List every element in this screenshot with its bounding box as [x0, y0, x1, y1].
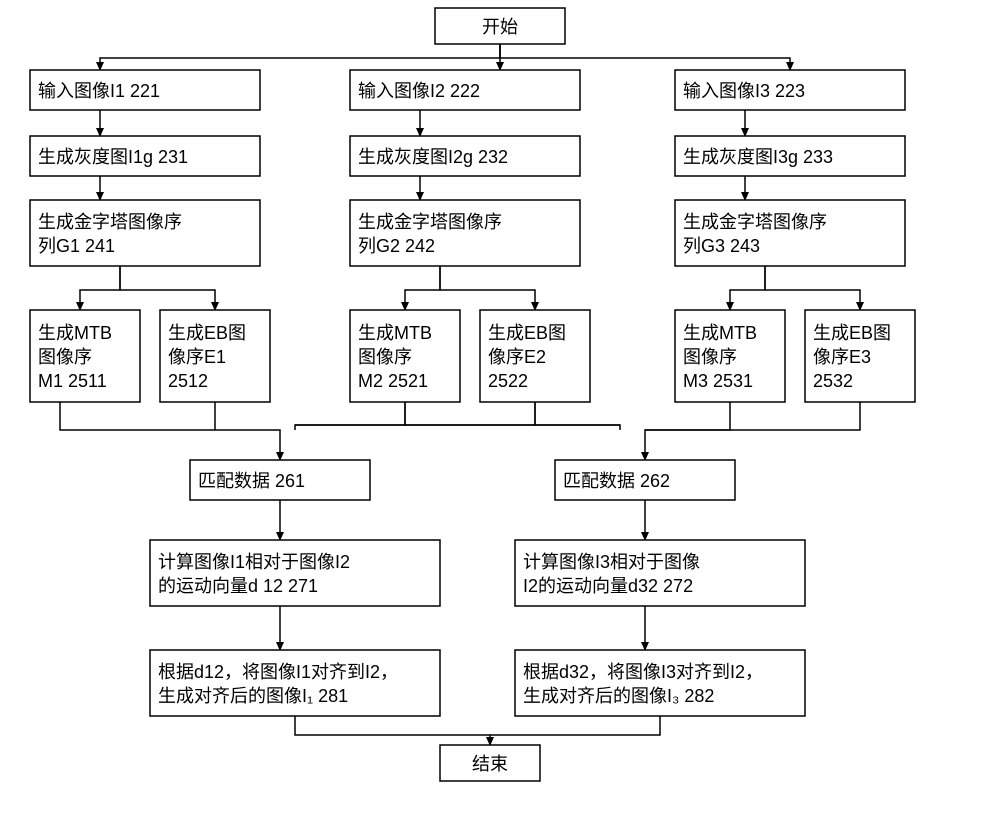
- node-p2: 生成金字塔图像序列G2 242: [350, 200, 580, 266]
- flowchart-diagram: 开始输入图像I1 221 输入图像I2 222 输入图像I3 223 生成灰度图I1g…: [0, 0, 1000, 817]
- node-label: 列G3 243: [683, 236, 760, 256]
- edge-19: [645, 402, 730, 460]
- node-label: M3 2531: [683, 371, 753, 391]
- node-g1: 生成灰度图I1g 231: [30, 136, 260, 176]
- edge-9: [80, 266, 120, 310]
- node-label: 输入图像I3 223: [683, 81, 805, 101]
- node-m1: 生成MTB 图像序 M1 2511: [30, 310, 140, 402]
- node-g3: 生成灰度图I3g 233: [675, 136, 905, 176]
- edge-10: [120, 266, 215, 310]
- node-label: 2532: [813, 371, 853, 391]
- node-m2: 生成MTB 图像序 M2 2521: [350, 310, 460, 402]
- node-label: 计算图像I1相对于图像I2: [158, 552, 350, 572]
- edge-15: [60, 402, 280, 460]
- node-label: 2512: [168, 371, 208, 391]
- node-g2: 生成灰度图I2g 232: [350, 136, 580, 176]
- node-label: M2 2521: [358, 371, 428, 391]
- node-label: 列G2 242: [358, 236, 435, 256]
- node-e2: 生成EB图像序E2 2522: [480, 310, 590, 402]
- node-label: 像序E1: [168, 347, 226, 367]
- node-label: 生成灰度图I1g 231: [38, 147, 188, 167]
- node-m3: 生成MTB 图像序 M3 2531: [675, 310, 785, 402]
- node-label: 生成灰度图I2g 232: [358, 147, 508, 167]
- node-match1: 匹配数据 261: [190, 460, 370, 500]
- node-e3: 生成EB图像序E3 2532: [805, 310, 915, 402]
- node-calc2: 计算图像I3相对于图像 I2的运动向量d32 272: [515, 540, 805, 606]
- node-label: 生成EB图: [813, 323, 891, 343]
- node-label: 开始: [482, 17, 518, 37]
- edge-11: [405, 266, 440, 310]
- node-p1: 生成金字塔图像序列G1 241: [30, 200, 260, 266]
- edge-27: [295, 716, 490, 745]
- node-i1: 输入图像I1 221: [30, 70, 260, 110]
- node-align2: 根据d32，将图像I3对齐到I2， 生成对齐后的图像I₃ 282: [515, 650, 805, 716]
- node-match2: 匹配数据 262: [555, 460, 735, 500]
- node-label: 结束: [472, 754, 508, 774]
- node-label: 计算图像I3相对于图像: [523, 552, 700, 572]
- edge-0: [100, 44, 500, 70]
- node-label: 图像序: [38, 347, 92, 367]
- node-p3: 生成金字塔图像序列G3 243: [675, 200, 905, 266]
- node-label: 图像序: [358, 347, 412, 367]
- node-start: 开始: [435, 8, 565, 44]
- node-label: 生成对齐后的图像I₃ 282: [523, 686, 714, 706]
- node-label: 像序E3: [813, 347, 871, 367]
- node-i3: 输入图像I3 223: [675, 70, 905, 110]
- node-i2: 输入图像I2 222: [350, 70, 580, 110]
- node-label: 根据d12，将图像I1对齐到I2，: [158, 662, 398, 682]
- node-label: M1 2511: [38, 371, 107, 391]
- node-label: 列G1 241: [38, 236, 115, 256]
- node-label: 匹配数据 261: [198, 471, 305, 491]
- node-label: 匹配数据 262: [563, 471, 670, 491]
- node-label: 输入图像I1 221: [38, 81, 160, 101]
- node-label: I2的运动向量d32 272: [523, 576, 693, 596]
- node-label: 像序E2: [488, 347, 546, 367]
- edge-21: [405, 402, 620, 430]
- node-label: 图像序: [683, 347, 737, 367]
- node-label: 生成金字塔图像序: [38, 212, 182, 232]
- edge-18: [295, 402, 535, 425]
- edge-20: [645, 402, 860, 430]
- node-label: 2522: [488, 371, 528, 391]
- node-calc1: 计算图像I1相对于图像I2 的运动向量d 12 271: [150, 540, 440, 606]
- node-label: 生成MTB: [358, 323, 432, 343]
- edge-28: [490, 716, 660, 735]
- node-end: 结束: [440, 745, 540, 781]
- node-label: 生成对齐后的图像I₁ 281: [158, 686, 348, 706]
- edge-14: [765, 266, 860, 310]
- edge-2: [500, 44, 790, 70]
- edge-12: [440, 266, 535, 310]
- node-label: 生成金字塔图像序: [358, 212, 502, 232]
- edge-17: [295, 402, 405, 430]
- node-label: 生成MTB: [38, 323, 112, 343]
- node-label: 的运动向量d 12 271: [158, 576, 318, 596]
- node-e1: 生成EB图像序E1 2512: [160, 310, 270, 402]
- edge-13: [730, 266, 765, 310]
- node-label: 生成MTB: [683, 323, 757, 343]
- node-label: 生成EB图: [168, 323, 246, 343]
- node-label: 生成灰度图I3g 233: [683, 147, 833, 167]
- node-label: 生成EB图: [488, 323, 566, 343]
- node-label: 输入图像I2 222: [358, 81, 480, 101]
- node-align1: 根据d12，将图像I1对齐到I2， 生成对齐后的图像I₁ 281: [150, 650, 440, 716]
- node-label: 生成金字塔图像序: [683, 212, 827, 232]
- node-label: 根据d32，将图像I3对齐到I2，: [523, 662, 763, 682]
- edge-22: [535, 402, 620, 425]
